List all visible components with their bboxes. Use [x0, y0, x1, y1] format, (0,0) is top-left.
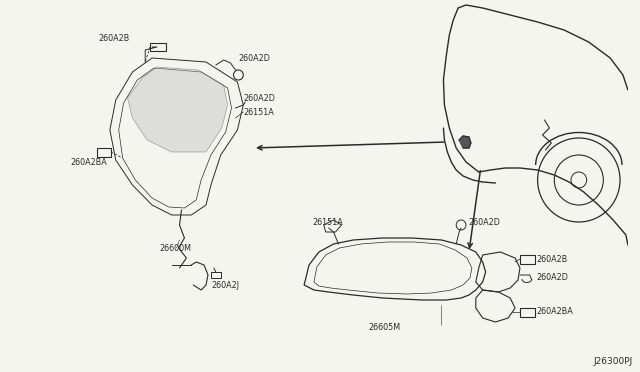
Text: 26600M: 26600M: [159, 244, 191, 253]
Bar: [97, 148, 111, 157]
Text: 260A2D: 260A2D: [536, 273, 568, 282]
Text: 26151A: 26151A: [243, 108, 274, 116]
Text: 260A2D: 260A2D: [243, 93, 275, 103]
Text: 260A2BA: 260A2BA: [70, 157, 108, 167]
Text: 260A2BA: 260A2BA: [536, 308, 573, 317]
Text: 260A2J: 260A2J: [211, 280, 239, 289]
Text: 260A2D: 260A2D: [468, 218, 500, 227]
Polygon shape: [459, 136, 471, 148]
Bar: [150, 43, 166, 51]
Bar: [520, 308, 534, 317]
Text: 26151A: 26151A: [312, 218, 343, 227]
Text: 260A2B: 260A2B: [98, 33, 129, 42]
Text: 26605M: 26605M: [369, 324, 401, 333]
Bar: [211, 272, 221, 278]
Text: J26300PJ: J26300PJ: [593, 357, 633, 366]
Text: 260A2B: 260A2B: [536, 254, 568, 263]
Text: 260A2D: 260A2D: [238, 54, 270, 62]
Polygon shape: [127, 67, 228, 152]
Bar: [520, 255, 534, 264]
